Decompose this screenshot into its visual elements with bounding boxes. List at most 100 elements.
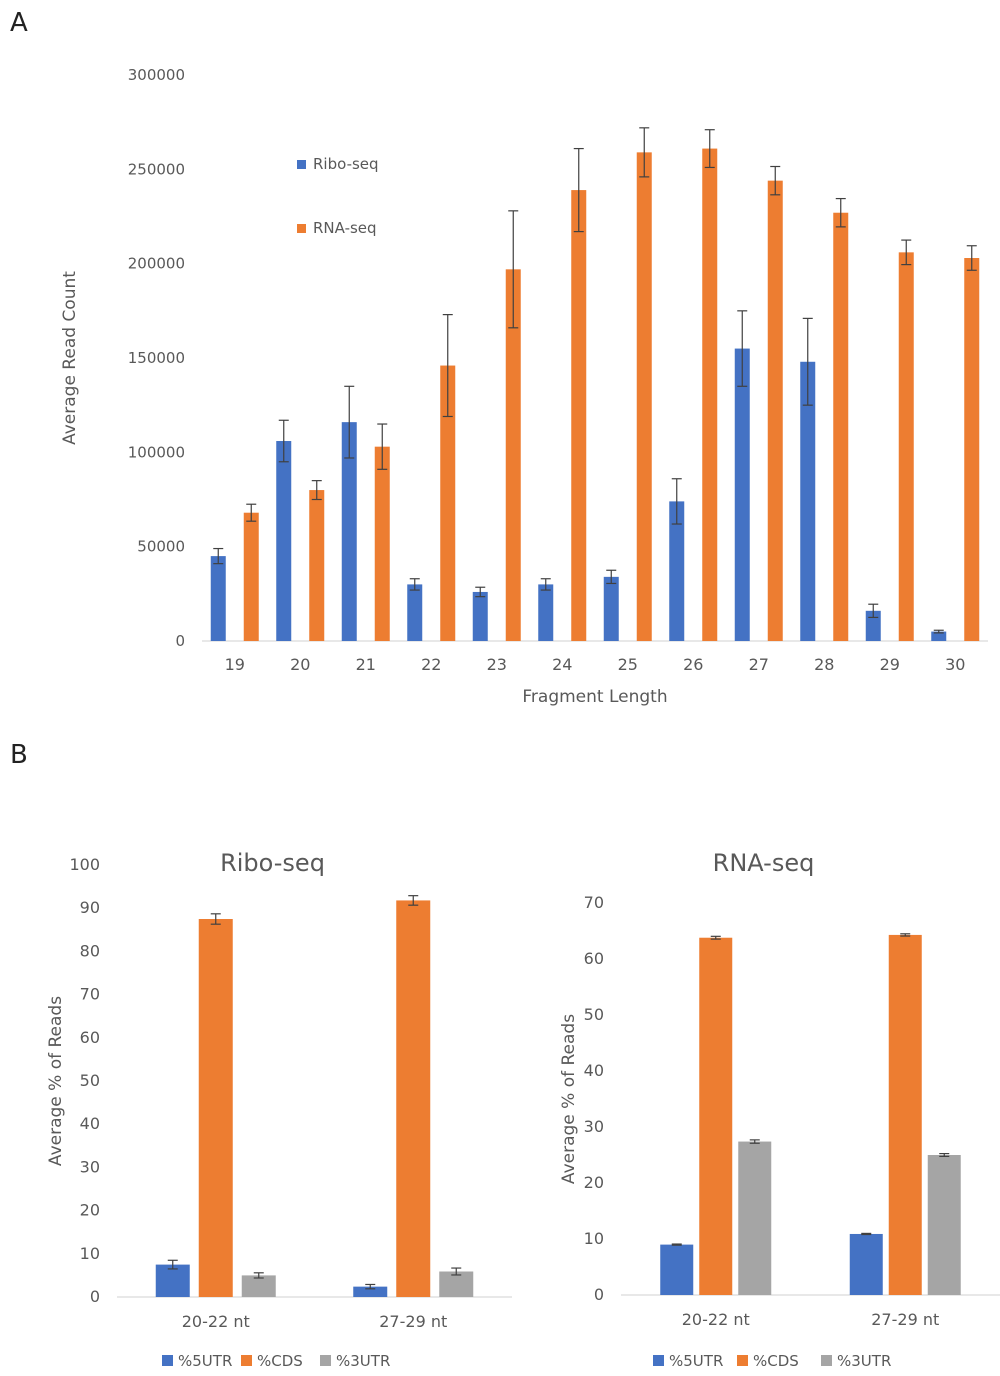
chart0-y-tick-label: 250000 — [128, 160, 185, 178]
chart1-bar-cds-0 — [198, 919, 233, 1297]
chart2-y-tick-label: 30 — [584, 1117, 604, 1136]
chart0-error-bar-1-9 — [835, 197, 846, 228]
chart0-bar-rnaseq-9 — [833, 212, 849, 641]
chart0-bar-riboseq-7 — [669, 501, 685, 641]
chart0-legend-swatch-0 — [297, 160, 306, 169]
chart0-error-bar-0-10 — [868, 603, 879, 619]
chart1-legend-label: %CDS — [257, 1352, 303, 1370]
chart0-y-axis-title: Average Read Count — [60, 271, 80, 445]
chart0-error-bar-1-1 — [311, 480, 322, 501]
chart0-error-bar-0-4 — [475, 586, 486, 598]
chart2-legend-swatch-2 — [821, 1355, 832, 1366]
chart1-bar-3utr-1 — [439, 1271, 474, 1297]
chart0-bar-riboseq-9 — [800, 361, 816, 641]
chart0-error-bar-0-9 — [802, 317, 813, 406]
chart0-error-bar-0-7 — [671, 478, 682, 525]
chart0-error-bar-1-11 — [966, 245, 977, 271]
chart0-bar-rnaseq-10 — [898, 252, 914, 641]
chart0-error-bar-0-8 — [737, 310, 748, 387]
chart2-error-bar-1-1 — [900, 933, 911, 937]
chart0-x-tick-label: 24 — [552, 655, 572, 674]
chart0-legend-swatch-1 — [297, 224, 306, 233]
chart0-legend-label: RNA-seq — [313, 219, 377, 237]
chart1-error-bar-2-0 — [253, 1272, 264, 1279]
chart0-error-bar-1-7 — [704, 129, 715, 169]
chart0-y-tick-label: 100000 — [128, 443, 185, 461]
chart0-bar-riboseq-0 — [210, 556, 226, 641]
chart0-error-bar-1-3 — [442, 314, 453, 418]
chart2-y-axis-title: Average % of Reads — [559, 1014, 579, 1184]
chart0-y-tick-label: 150000 — [128, 349, 185, 367]
chart0-error-bar-0-11 — [933, 629, 944, 634]
chart0-error-bar-0-3 — [409, 578, 420, 591]
chart1-y-tick-label: 50 — [80, 1071, 100, 1090]
chart1-error-bar-0-1 — [365, 1283, 376, 1290]
chart1-bar-5utr-0 — [155, 1264, 190, 1297]
chart0-y-tick-label: 300000 — [128, 66, 185, 84]
chart0-bar-riboseq-3 — [407, 584, 423, 641]
chart1-error-bar-0-0 — [167, 1259, 178, 1270]
chart0-y-tick-label: 200000 — [128, 255, 185, 273]
chart0-x-tick-label: 27 — [749, 655, 769, 674]
chart1-y-tick-label: 30 — [80, 1157, 100, 1176]
chart1-error-bar-1-1 — [408, 895, 419, 906]
chart1-error-bar-1-0 — [210, 913, 221, 925]
chart0-error-bar-1-4 — [508, 210, 519, 329]
chart2-bar-3utr-1 — [927, 1155, 961, 1295]
chart0-bar-rnaseq-6 — [636, 152, 652, 641]
chart0-x-axis-title: Fragment Length — [522, 687, 667, 707]
chart2-y-tick-label: 50 — [584, 1005, 604, 1024]
chart1-y-tick-label: 70 — [80, 985, 100, 1004]
chart0-x-tick-label: 21 — [356, 655, 376, 674]
chart0-bar-rnaseq-5 — [571, 190, 587, 641]
chart0-bar-riboseq-1 — [276, 441, 292, 641]
chart1-y-tick-label: 60 — [80, 1028, 100, 1047]
chart1-legend-swatch-2 — [320, 1355, 331, 1366]
chart0-legend-label: Ribo-seq — [313, 155, 379, 173]
chart1-y-axis-title: Average % of Reads — [46, 996, 66, 1166]
chart1-bar-5utr-1 — [353, 1286, 388, 1297]
chart0-x-tick-label: 29 — [880, 655, 900, 674]
chart0-error-bar-0-2 — [344, 385, 355, 459]
chart2-legend-label: %CDS — [753, 1352, 799, 1370]
chart2-bar-5utr-1 — [849, 1233, 883, 1295]
chart0-x-tick-label: 22 — [421, 655, 441, 674]
chart0-error-bar-1-5 — [573, 147, 584, 233]
chart0-bar-rnaseq-1 — [309, 490, 325, 641]
chart1-x-tick-label: 20-22 nt — [182, 1312, 250, 1331]
chart2-x-tick-label: 20-22 nt — [682, 1310, 750, 1329]
chart2-legend-label: %5UTR — [669, 1352, 723, 1370]
chart0-error-bar-1-10 — [901, 239, 912, 266]
chart2-legend-swatch-1 — [737, 1355, 748, 1366]
chart0-x-tick-label: 19 — [225, 655, 245, 674]
chart0-bar-rnaseq-2 — [374, 446, 390, 641]
chart2-y-tick-label: 20 — [584, 1173, 604, 1192]
chart2-bar-cds-0 — [699, 937, 733, 1295]
chart0-bar-rnaseq-8 — [767, 180, 783, 642]
chart1-y-tick-label: 90 — [80, 898, 100, 917]
chart2-y-tick-label: 10 — [584, 1229, 604, 1248]
chart0-bar-rnaseq-0 — [243, 512, 259, 641]
chart1-legend-label: %5UTR — [178, 1352, 232, 1370]
chart0-bar-riboseq-6 — [603, 576, 619, 641]
chart0-bar-riboseq-4 — [472, 591, 488, 641]
chart2-error-bar-2-1 — [939, 1152, 950, 1158]
chart1-y-tick-label: 100 — [69, 855, 100, 874]
chart1-y-tick-label: 0 — [90, 1287, 100, 1306]
chart0-error-bar-1-2 — [377, 423, 388, 470]
chart2-legend-swatch-0 — [653, 1355, 664, 1366]
chart0-bar-riboseq-10 — [865, 610, 881, 641]
panel-label-b: B — [10, 740, 28, 770]
chart2-y-tick-label: 60 — [584, 949, 604, 968]
chart0-bar-riboseq-2 — [341, 422, 357, 641]
chart1-y-tick-label: 10 — [80, 1244, 100, 1263]
chart0-x-tick-label: 28 — [814, 655, 834, 674]
chart0-bar-rnaseq-11 — [964, 258, 980, 641]
chart1-legend-label: %3UTR — [336, 1352, 390, 1370]
chart2-y-tick-label: 70 — [584, 893, 604, 912]
chart1-chart-title: Ribo-seq — [220, 849, 325, 877]
chart1-legend-swatch-1 — [241, 1355, 252, 1366]
chart1-x-tick-label: 27-29 nt — [379, 1312, 447, 1331]
chart0-error-bar-1-8 — [770, 165, 781, 196]
chart0-y-tick-label: 0 — [175, 632, 185, 650]
